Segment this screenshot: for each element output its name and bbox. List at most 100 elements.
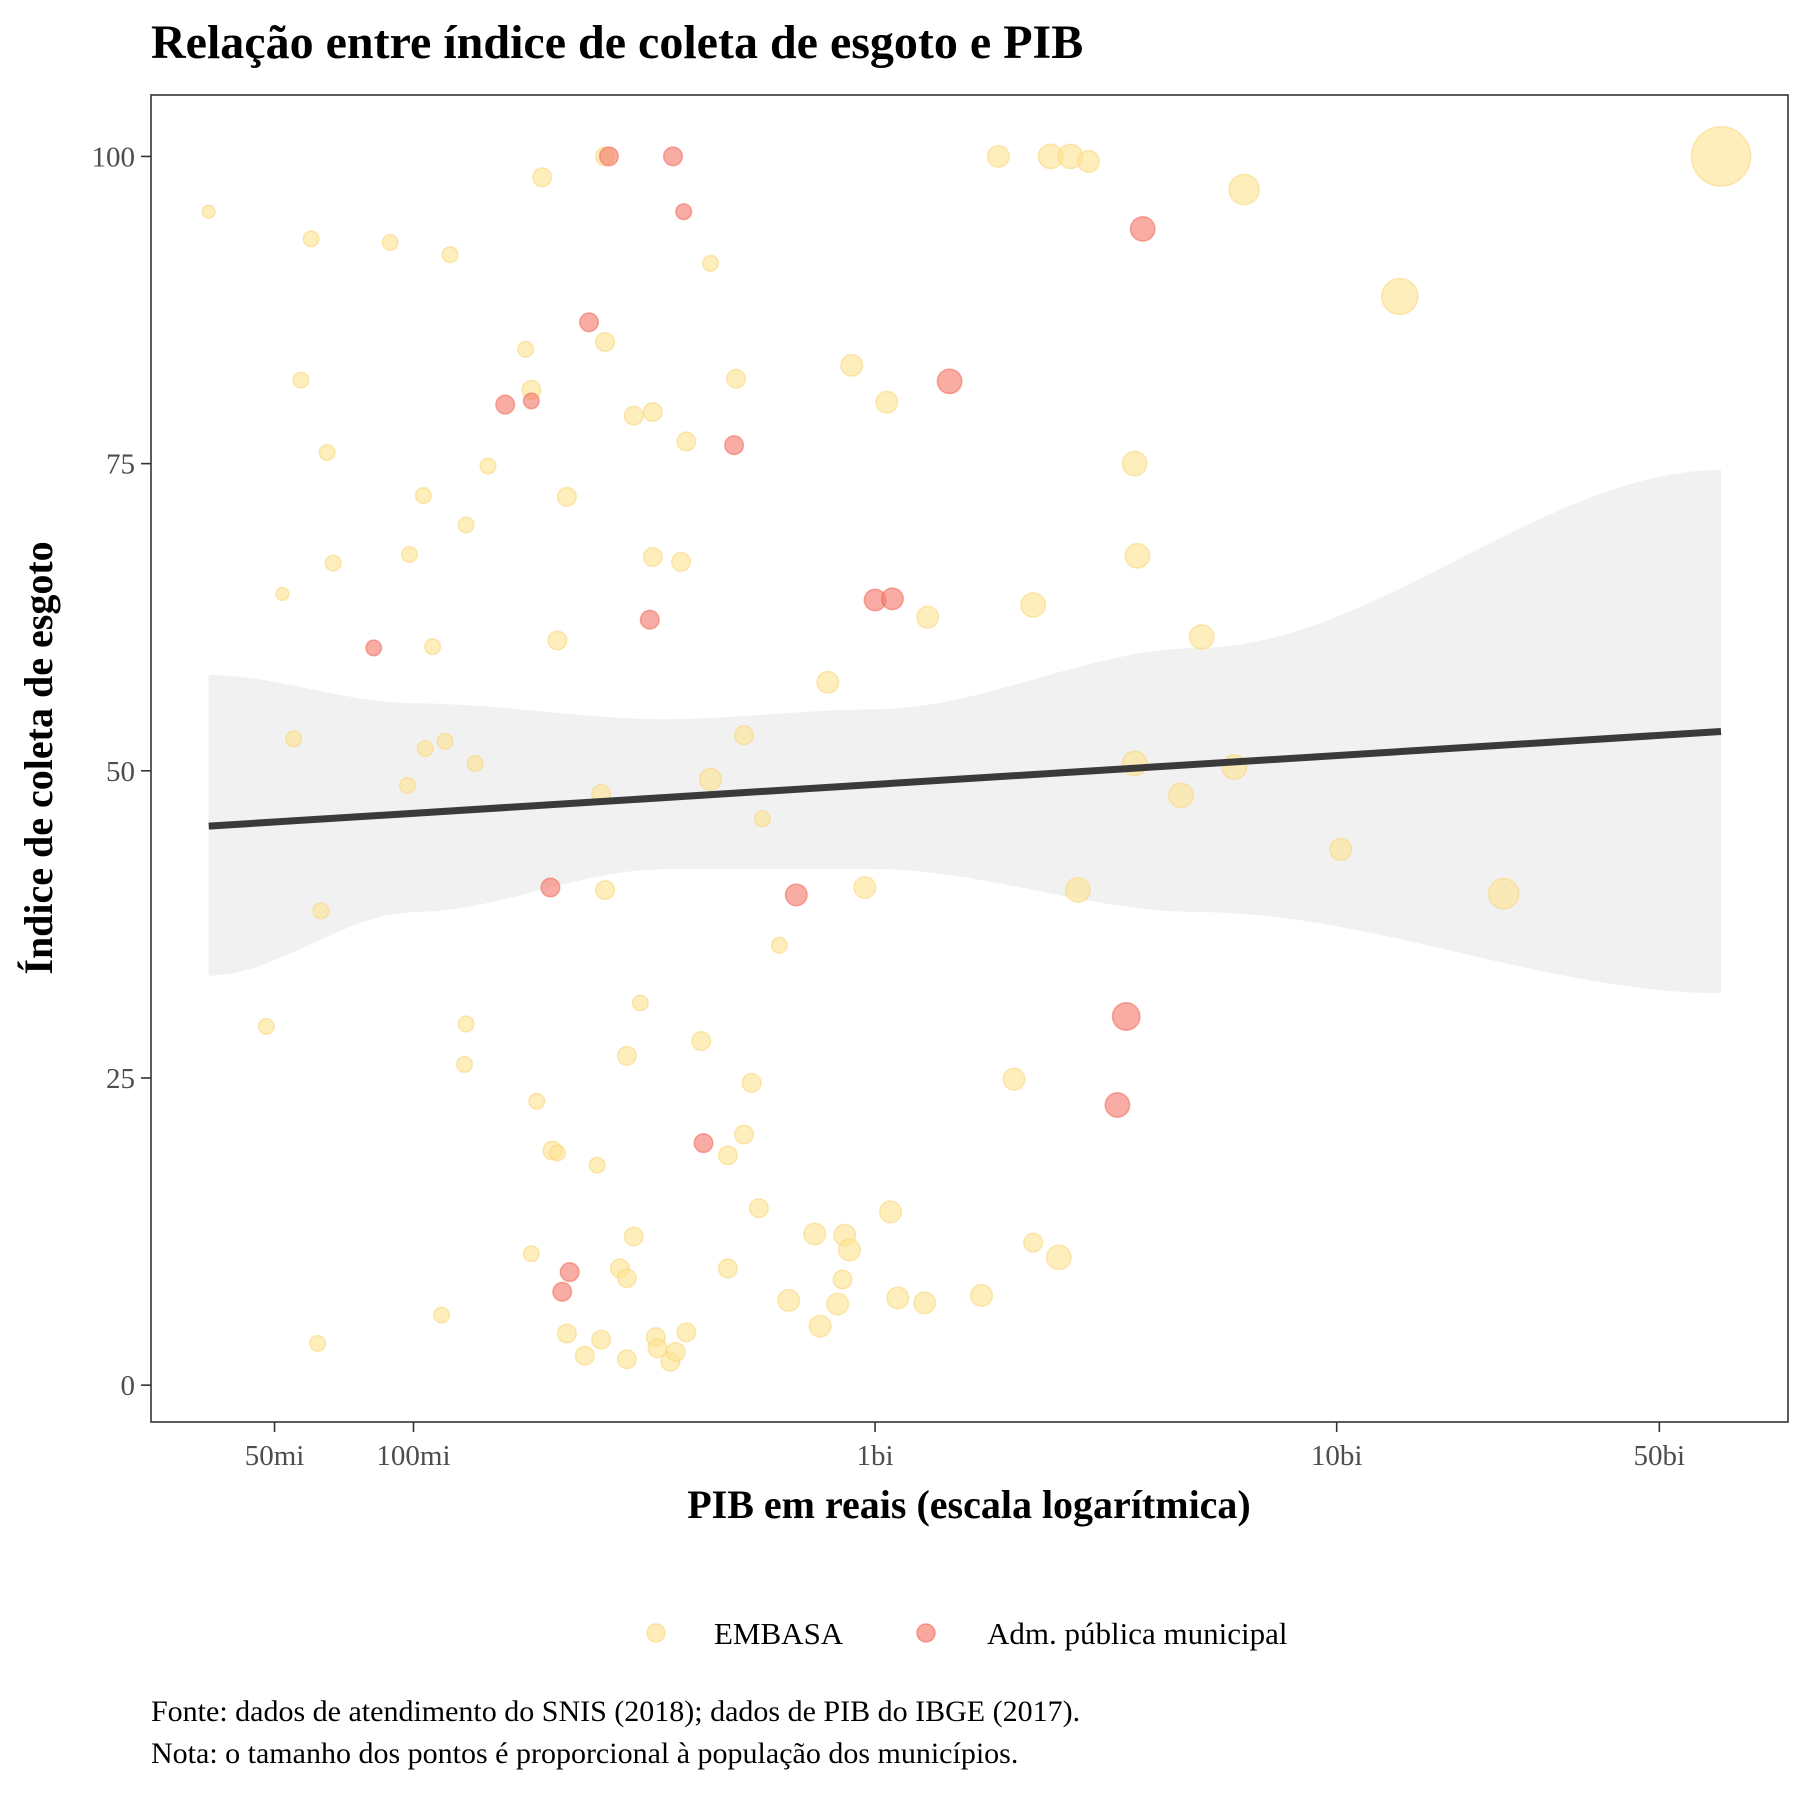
- data-point: [853, 875, 877, 900]
- chart-title: Relação entre índice de coleta de esgoto…: [151, 16, 1083, 69]
- data-point: [631, 994, 649, 1012]
- data-point: [1023, 1232, 1044, 1253]
- x-tick-label: 50mi: [245, 1440, 305, 1472]
- y-tick-label: 0: [121, 1370, 136, 1402]
- data-point: [623, 405, 644, 426]
- data-point: [675, 203, 693, 221]
- data-point: [257, 1017, 275, 1035]
- data-point: [826, 1292, 850, 1316]
- data-point: [466, 754, 484, 772]
- data-point: [556, 486, 577, 507]
- data-point: [588, 1156, 606, 1174]
- data-point: [616, 1268, 637, 1289]
- data-point: [414, 487, 432, 505]
- data-point: [662, 146, 684, 167]
- data-point: [726, 368, 747, 389]
- data-point: [548, 1144, 566, 1162]
- caption-source: Fonte: dados de atendimento do SNIS (201…: [151, 1695, 1080, 1728]
- caption-note: Nota: o tamanho dos pontos é proporciona…: [151, 1737, 1018, 1770]
- data-point: [556, 1323, 577, 1344]
- legend-label: EMBASA: [714, 1616, 844, 1651]
- data-point: [594, 331, 616, 353]
- data-point: [878, 1200, 903, 1224]
- data-point: [309, 1334, 327, 1352]
- plot-area: [201, 126, 1752, 1372]
- data-point: [969, 1283, 994, 1307]
- data-point: [416, 740, 434, 758]
- data-point: [292, 371, 310, 389]
- data-point: [784, 883, 808, 907]
- data-point: [559, 1262, 580, 1283]
- data-point: [275, 586, 290, 602]
- data-point: [1329, 837, 1353, 861]
- data-point: [717, 1145, 738, 1166]
- data-point: [598, 146, 619, 167]
- data-point: [676, 1322, 697, 1343]
- data-point: [285, 730, 303, 748]
- data-point: [547, 630, 568, 651]
- y-tick-label: 100: [92, 141, 136, 173]
- x-tick-label: 100mi: [376, 1440, 450, 1472]
- data-point: [578, 312, 600, 333]
- data-point: [832, 1269, 853, 1290]
- y-tick-label: 25: [106, 1063, 135, 1095]
- data-point: [540, 877, 561, 898]
- data-point: [623, 1226, 644, 1247]
- data-point: [381, 233, 399, 251]
- data-point: [642, 401, 663, 423]
- data-point: [532, 167, 553, 188]
- x-axis: 50mi 100mi 1bi 10bi 50bi: [245, 1422, 1685, 1472]
- data-point: [691, 1031, 712, 1052]
- data-point: [1076, 149, 1101, 173]
- data-point: [1045, 1244, 1072, 1271]
- data-point: [312, 902, 330, 920]
- data-point: [671, 551, 692, 572]
- data-point: [676, 431, 697, 452]
- trend-line: [208, 728, 1722, 830]
- data-point: [808, 1314, 832, 1338]
- data-point: [1381, 277, 1419, 316]
- data-point: [201, 204, 216, 219]
- data-point: [880, 587, 904, 611]
- data-point: [318, 444, 336, 462]
- data-point: [302, 230, 320, 248]
- data-point: [1121, 450, 1148, 477]
- data-point: [441, 246, 459, 264]
- data-point: [913, 1291, 937, 1315]
- data-point: [837, 1238, 862, 1262]
- data-point: [1104, 1092, 1131, 1118]
- data-point: [733, 725, 755, 746]
- data-point: [665, 1341, 686, 1363]
- data-point: [816, 670, 840, 694]
- data-point: [753, 810, 771, 828]
- data-point: [552, 1281, 573, 1302]
- data-point: [886, 1286, 910, 1310]
- data-point: [741, 1072, 762, 1093]
- data-point: [1064, 877, 1091, 903]
- data-point: [424, 638, 442, 656]
- data-point: [724, 435, 745, 456]
- data-point: [1129, 215, 1156, 242]
- x-tick-label: 1bi: [857, 1440, 894, 1472]
- legend-label: Adm. pública municipal: [987, 1616, 1287, 1651]
- points-layer: [201, 126, 1752, 1372]
- y-axis-title: Índice de coleta de esgoto: [16, 541, 61, 974]
- data-point: [840, 353, 864, 377]
- data-point: [398, 776, 416, 795]
- data-point: [1124, 542, 1151, 569]
- data-point: [522, 1245, 540, 1263]
- data-point: [432, 1306, 451, 1324]
- data-point: [591, 1329, 612, 1350]
- data-point: [365, 639, 383, 657]
- data-point: [639, 609, 660, 630]
- data-point: [936, 368, 963, 395]
- data-point: [528, 1092, 546, 1110]
- confidence-ribbon-layer: [208, 469, 1722, 994]
- data-point: [495, 394, 516, 415]
- data-point: [693, 1133, 714, 1154]
- y-tick-label: 75: [106, 449, 135, 481]
- data-point: [1228, 173, 1260, 206]
- trend-layer: [208, 728, 1722, 830]
- data-point: [770, 936, 788, 954]
- data-point: [455, 1055, 474, 1073]
